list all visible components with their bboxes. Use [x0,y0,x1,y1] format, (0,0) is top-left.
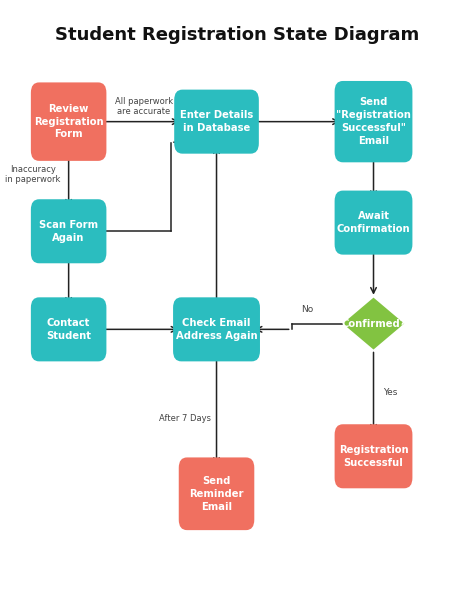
Text: Inaccuracy
in paperwork: Inaccuracy in paperwork [6,165,61,185]
Text: Student Registration State Diagram: Student Registration State Diagram [55,26,419,44]
FancyBboxPatch shape [179,457,254,530]
Text: No: No [301,305,314,314]
Text: Yes: Yes [383,388,398,397]
Text: Confirmed?: Confirmed? [341,319,406,329]
FancyBboxPatch shape [173,297,260,361]
FancyBboxPatch shape [174,90,259,154]
FancyBboxPatch shape [31,82,106,161]
FancyBboxPatch shape [335,81,412,162]
Text: Check Email
Address Again: Check Email Address Again [176,318,257,341]
Text: Send
"Registration
Successful"
Email: Send "Registration Successful" Email [336,97,411,146]
Text: Contact
Student: Contact Student [46,318,91,341]
Text: Scan Form
Again: Scan Form Again [39,220,98,243]
FancyBboxPatch shape [31,297,106,361]
FancyBboxPatch shape [335,191,412,255]
FancyBboxPatch shape [335,424,412,488]
Text: All paperwork
are accurate: All paperwork are accurate [115,97,173,117]
Text: Review
Registration
Form: Review Registration Form [34,104,103,139]
Polygon shape [343,297,404,350]
Text: Await
Confirmation: Await Confirmation [337,211,410,234]
Text: Enter Details
in Database: Enter Details in Database [180,110,253,133]
Text: After 7 Days: After 7 Days [159,414,210,423]
Text: Send
Reminder
Email: Send Reminder Email [189,476,244,511]
Text: Registration
Successful: Registration Successful [339,445,408,468]
FancyBboxPatch shape [31,200,106,263]
